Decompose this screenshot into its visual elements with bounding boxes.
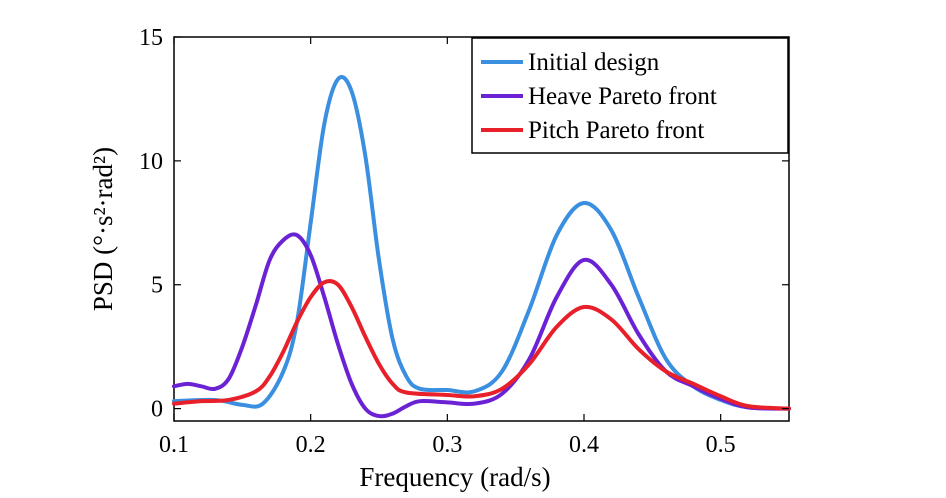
- y-tick-label: 10: [139, 149, 163, 175]
- y-tick-label: 5: [151, 273, 163, 299]
- x-tick-label: 0.3: [432, 432, 462, 458]
- x-tick-label: 0.4: [569, 432, 599, 458]
- legend-label-heave-pareto-front: Heave Pareto front: [528, 83, 717, 110]
- series-line-initial-design: [172, 75, 791, 411]
- legend: Initial design Heave Pareto front Pitch …: [471, 37, 789, 154]
- y-tick-label: 0: [151, 397, 163, 423]
- legend-label-initial-design: Initial design: [528, 49, 660, 76]
- legend-label-pitch-pareto-front: Pitch Pareto front: [528, 117, 704, 144]
- x-axis-title: Frequency (rad/s): [359, 462, 550, 492]
- plot-frame: [173, 36, 790, 422]
- y-tick-label: 15: [139, 25, 163, 51]
- legend-box: [471, 37, 789, 154]
- series-line-heave-pareto-front: [172, 232, 791, 419]
- x-tick-label: 0.1: [159, 432, 189, 458]
- series-layer: [172, 75, 791, 419]
- x-tick-label: 0.5: [706, 432, 736, 458]
- tick-labels: 0.1 0.2 0.3 0.4 0.5 0 5 10 15: [139, 25, 736, 458]
- series-line-pitch-pareto-front: [172, 279, 791, 411]
- y-axis-title: PSD (°·s²·rad²): [88, 147, 118, 311]
- x-tick-label: 0.2: [296, 432, 326, 458]
